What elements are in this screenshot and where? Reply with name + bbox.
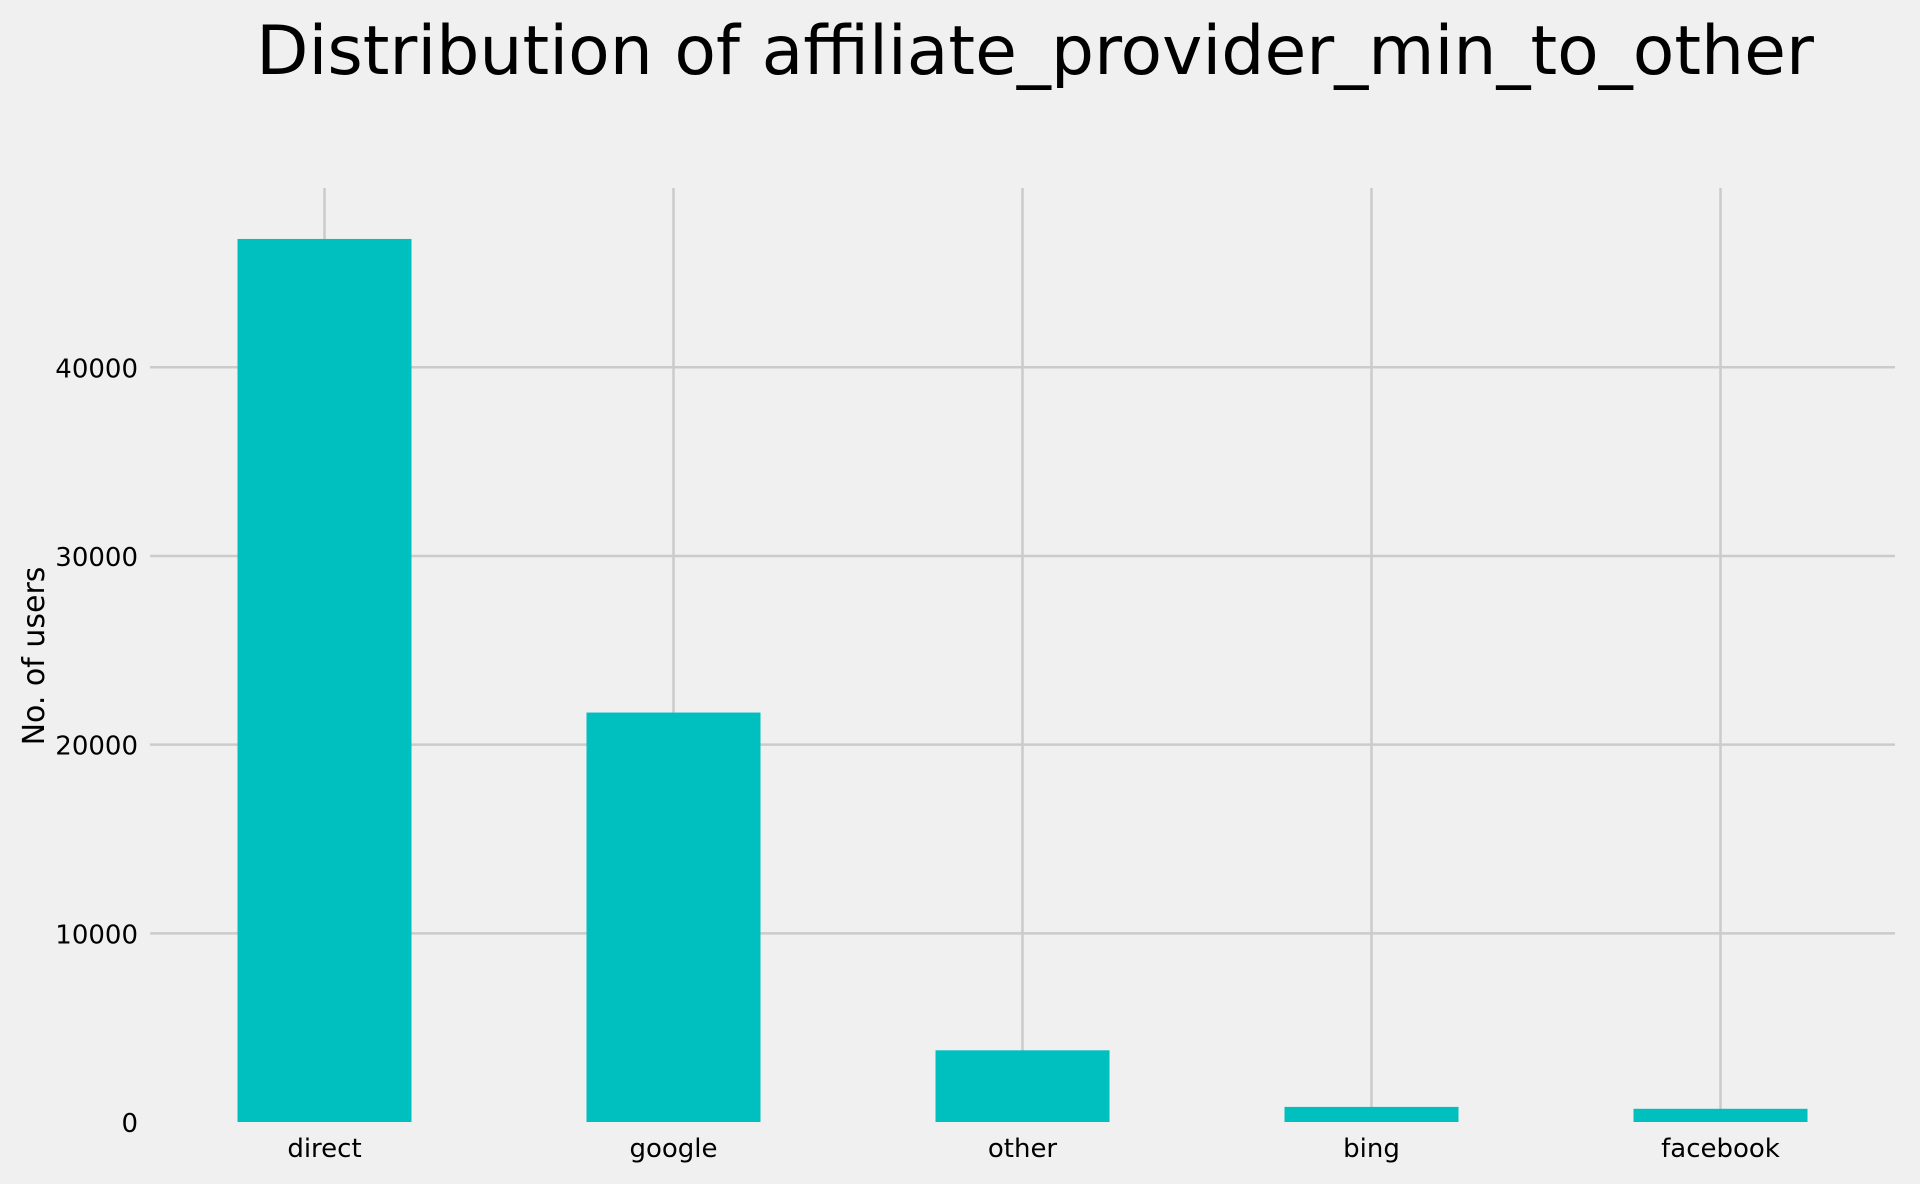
bars bbox=[237, 238, 1808, 1123]
y-tick-label: 30000 bbox=[55, 543, 138, 573]
bar-google bbox=[586, 712, 761, 1122]
grid bbox=[150, 188, 1895, 1122]
x-tick-label: bing bbox=[1343, 1134, 1400, 1164]
x-tick-label: other bbox=[988, 1134, 1058, 1164]
y-tick-label: 20000 bbox=[55, 732, 138, 762]
x-tick-label: google bbox=[629, 1134, 717, 1164]
x-tick-label: facebook bbox=[1661, 1134, 1780, 1164]
y-axis-label: No. of users bbox=[17, 567, 52, 746]
bar-facebook bbox=[1633, 1108, 1808, 1122]
y-tick-label: 10000 bbox=[55, 920, 138, 950]
chart-title: Distribution of affiliate_provider_min_t… bbox=[256, 12, 1814, 91]
y-axis-ticks: 0 10000 20000 30000 40000 bbox=[55, 354, 138, 1139]
bar-bing bbox=[1284, 1106, 1459, 1122]
bar-direct bbox=[237, 238, 412, 1123]
x-tick-label: direct bbox=[287, 1134, 361, 1164]
x-axis-ticks: direct google other bing facebook bbox=[287, 1134, 1780, 1164]
y-tick-label: 40000 bbox=[55, 354, 138, 384]
bar-other bbox=[935, 1050, 1110, 1122]
y-tick-label: 0 bbox=[121, 1109, 138, 1139]
